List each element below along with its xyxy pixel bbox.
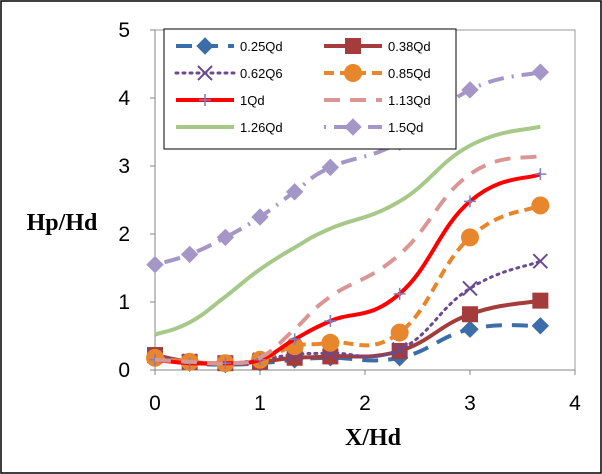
- series-line-1.26Qd: [154, 124, 541, 337]
- data-point-0.38Qd: [532, 292, 549, 309]
- data-point-1Qd: [324, 315, 337, 328]
- legend-marker-1Qd: [199, 94, 211, 106]
- legend-label-1Qd: 1Qd: [240, 93, 265, 108]
- legend-label-1.5Qd: 1.5Qd: [388, 120, 423, 135]
- data-point-0.25Qd: [531, 317, 550, 335]
- data-point-1.5Qd: [251, 208, 269, 226]
- series-1.13Qd: [154, 153, 541, 366]
- data-point-1.5Qd: [146, 255, 164, 274]
- x-axis-title: X/Hd: [345, 425, 402, 451]
- data-point-0.85Qd: [390, 323, 409, 342]
- y-tick-label: 0: [118, 359, 130, 382]
- data-point-0.62Q6: [462, 280, 478, 297]
- data-point-0.38Qd: [322, 348, 339, 365]
- y-tick-label: 5: [118, 19, 130, 42]
- legend-marker-0.62Q6: [197, 65, 213, 81]
- data-point-1Qd: [288, 333, 301, 346]
- legend-label-1.13Qd: 1.13Qd: [388, 93, 431, 108]
- legend-marker-0.25Qd: [196, 37, 214, 55]
- legend-marker-0.85Qd: [344, 64, 362, 82]
- data-point-1.5Qd: [285, 183, 304, 201]
- data-point-1.5Qd: [216, 228, 235, 247]
- data-point-0.62Q6: [532, 253, 549, 269]
- data-point-1Qd: [534, 168, 547, 181]
- data-point-1Qd: [464, 195, 476, 208]
- data-point-0.25Qd: [461, 320, 479, 338]
- data-point-1.5Qd: [180, 245, 199, 264]
- legend-label-0.38Qd: 0.38Qd: [388, 39, 431, 54]
- y-tick-label: 1: [118, 291, 130, 314]
- series-line-1.13Qd: [154, 153, 541, 366]
- x-tick-label: 2: [359, 392, 371, 415]
- series-line-1Qd: [154, 172, 542, 366]
- data-point-0.85Qd: [321, 333, 340, 352]
- y-tick-label: 4: [118, 87, 130, 110]
- legend-label-0.25Qd: 0.25Qd: [240, 39, 283, 54]
- data-point-1.5Qd: [321, 158, 340, 177]
- y-axis-title: Hp/Hd: [27, 210, 98, 236]
- x-tick-label: 4: [569, 392, 581, 415]
- legend-label-0.62Q6: 0.62Q6: [240, 66, 283, 81]
- legend-label-1.26Qd: 1.26Qd: [240, 120, 283, 135]
- legend-marker-1.5Qd: [344, 118, 362, 136]
- series-line-1.5Qd: [154, 70, 541, 267]
- data-point-1.5Qd: [461, 81, 479, 99]
- x-tick-label: 3: [464, 392, 476, 415]
- legend-label-0.85Qd: 0.85Qd: [388, 66, 431, 81]
- y-tick-label: 2: [118, 223, 130, 246]
- series-1.26Qd: [154, 124, 541, 337]
- data-point-0.38Qd: [462, 306, 478, 323]
- data-point-1Qd: [393, 287, 406, 300]
- data-point-0.85Qd: [461, 228, 479, 247]
- data-point-1.5Qd: [531, 63, 550, 81]
- legend-marker-0.38Qd: [345, 38, 361, 54]
- x-tick-label: 0: [149, 392, 161, 415]
- data-point-0.62Q6: [391, 341, 408, 358]
- data-point-0.85Qd: [531, 196, 550, 215]
- y-tick-label: 3: [118, 155, 130, 178]
- x-tick-label: 1: [254, 392, 266, 415]
